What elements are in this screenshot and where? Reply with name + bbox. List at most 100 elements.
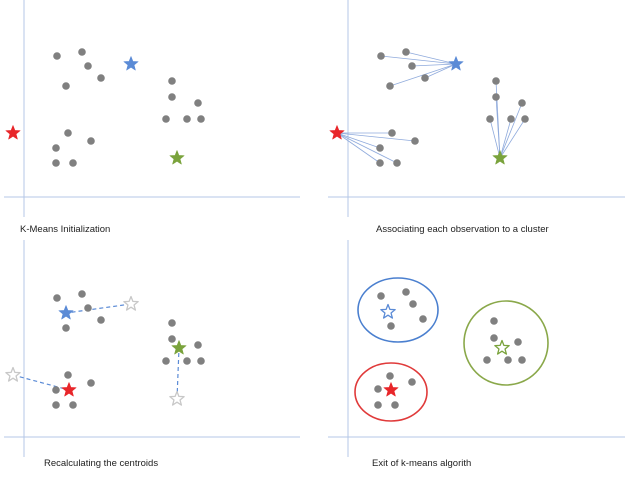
centroid-star-red (5, 125, 21, 140)
centroid-move-arrow (176, 347, 180, 400)
data-point (52, 144, 60, 152)
new-centroid-star-green (171, 340, 187, 355)
data-point (483, 356, 491, 364)
data-point (78, 290, 86, 298)
data-point (387, 322, 395, 330)
data-point (53, 52, 61, 60)
assignment-line (495, 96, 501, 159)
data-point (162, 115, 170, 123)
data-point (514, 338, 522, 346)
assignment-line (405, 51, 457, 65)
caption-exit: Exit of k-means algorith (372, 458, 472, 469)
data-point (386, 82, 394, 90)
old-centroid-star-blue (123, 295, 139, 311)
centroid-move-arrow (12, 374, 70, 391)
caption-initialization: K-Means Initialization (20, 224, 111, 235)
data-point (87, 137, 95, 145)
data-point (391, 401, 399, 409)
panel-recalculation (4, 240, 300, 457)
data-point (504, 356, 512, 364)
data-point (62, 82, 70, 90)
data-point (183, 357, 191, 365)
final-centroid-star-blue (380, 303, 396, 319)
data-point (419, 315, 427, 323)
data-point (409, 300, 417, 308)
centroid-star-blue (448, 56, 464, 71)
data-point (490, 334, 498, 342)
caption-association: Associating each observation to a cluste… (376, 224, 549, 235)
panel-initialization (4, 0, 300, 217)
data-point (52, 386, 60, 394)
data-point (197, 115, 205, 123)
assignment-line (380, 55, 457, 65)
data-point (52, 159, 60, 167)
data-point (492, 93, 500, 101)
data-point (53, 294, 61, 302)
data-point (393, 159, 401, 167)
data-point (507, 115, 515, 123)
old-centroid-star-red (5, 366, 21, 382)
final-centroid-star-red (383, 382, 399, 397)
data-point (84, 304, 92, 312)
assignment-line (336, 132, 381, 149)
centroid-star-blue (123, 56, 139, 71)
data-point (62, 324, 70, 332)
data-point (376, 144, 384, 152)
data-point (388, 129, 396, 137)
cluster-circle-red (354, 362, 428, 422)
data-point (374, 401, 382, 409)
centroid-star-green (492, 150, 508, 165)
data-point (194, 99, 202, 107)
data-point (408, 378, 416, 386)
data-point (411, 137, 419, 145)
data-point (168, 77, 176, 85)
data-point (518, 99, 526, 107)
cluster-circle-green (463, 300, 549, 386)
data-point (78, 48, 86, 56)
assignment-line (336, 132, 416, 142)
assignment-line (411, 63, 457, 67)
caption-recalculation: Recalculating the centroids (44, 458, 159, 469)
final-centroid-star-green (494, 339, 510, 355)
assignment-line (499, 118, 512, 159)
data-point (521, 115, 529, 123)
assignment-line (424, 63, 457, 79)
assignment-line (499, 118, 526, 159)
centroid-star-green (169, 150, 185, 165)
data-point (486, 115, 494, 123)
data-point (197, 357, 205, 365)
data-point (168, 93, 176, 101)
data-point (518, 356, 526, 364)
data-point (183, 115, 191, 123)
assignment-line (499, 102, 523, 159)
assignment-line (336, 132, 381, 164)
data-point (52, 401, 60, 409)
data-point (168, 335, 176, 343)
data-point (69, 401, 77, 409)
centroid-star-red (329, 125, 345, 140)
new-centroid-star-red (61, 382, 77, 397)
data-point (377, 52, 385, 60)
data-point (64, 371, 72, 379)
data-point (376, 159, 384, 167)
data-point (377, 292, 385, 300)
data-point (374, 385, 382, 393)
centroid-move-arrow (65, 303, 132, 314)
data-point (97, 74, 105, 82)
data-point (162, 357, 170, 365)
data-point (97, 316, 105, 324)
data-point (64, 129, 72, 137)
panel-exit (328, 240, 625, 457)
data-point (386, 372, 394, 380)
data-point (84, 62, 92, 70)
data-point (402, 288, 410, 296)
data-point (402, 48, 410, 56)
data-point (408, 62, 416, 70)
data-point (194, 341, 202, 349)
new-centroid-star-blue (58, 305, 74, 320)
data-point (490, 317, 498, 325)
data-point (492, 77, 500, 85)
old-centroid-star-green (169, 390, 185, 406)
assignment-line (336, 132, 398, 164)
